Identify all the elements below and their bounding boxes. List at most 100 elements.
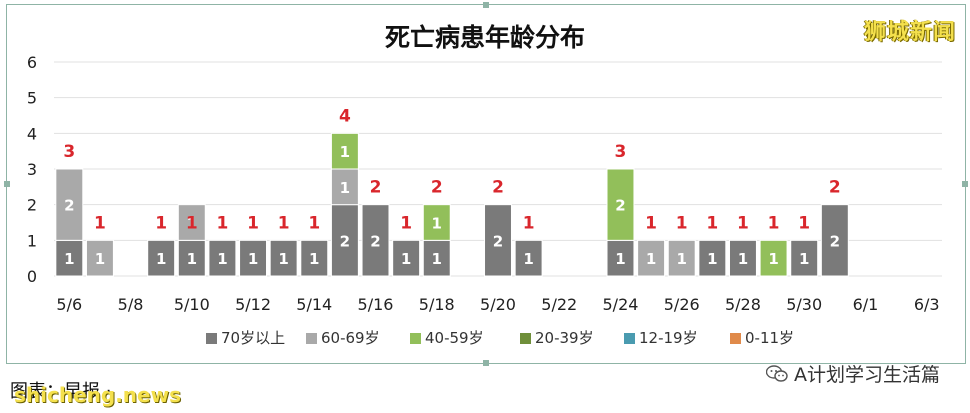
resize-handle-bottom[interactable] [483, 360, 489, 366]
bar-segment-label: 1 [401, 250, 411, 268]
bar-segment-label: 1 [340, 143, 350, 161]
resize-handle-top[interactable] [483, 2, 489, 8]
legend-swatch [730, 333, 741, 344]
bar-segment-label: 1 [432, 215, 442, 233]
y-tick-label: 5 [27, 89, 37, 108]
legend: 70岁以上 60-69岁 40-59岁 20-39岁 12-19岁 0-11岁 [206, 329, 794, 347]
x-tick-label: 5/18 [419, 295, 455, 314]
x-tick-label: 5/28 [725, 295, 761, 314]
bar-total-label: 2 [431, 178, 443, 198]
bar-segment-label: 1 [799, 250, 809, 268]
bar-segment [637, 239, 666, 277]
bar-total-label: 1 [676, 213, 688, 233]
legend-label: 60-69岁 [321, 329, 380, 347]
y-tick-label: 6 [27, 53, 37, 72]
bar-total-label: 1 [247, 213, 259, 233]
x-tick-label: 5/8 [118, 295, 144, 314]
bar-segment-label: 1 [156, 250, 166, 268]
bar-segment-label: 2 [64, 197, 74, 215]
x-tick-label: 5/10 [174, 295, 210, 314]
legend-swatch [410, 333, 421, 344]
bar-segment [422, 204, 451, 241]
bar-total-label: 1 [798, 213, 810, 233]
bar-segment [177, 204, 206, 241]
bar-segment-label: 2 [370, 232, 380, 250]
legend-swatch [306, 333, 317, 344]
x-tick-label: 5/14 [296, 295, 332, 314]
legend-label: 20-39岁 [535, 329, 594, 347]
bar-total-label: 1 [706, 213, 718, 233]
bar-segment [514, 239, 543, 277]
chart-frame [4, 2, 968, 366]
bar-segment [330, 132, 359, 170]
bar-segment [759, 239, 788, 277]
x-tick-label: 5/30 [786, 295, 822, 314]
legend-label: 70岁以上 [221, 329, 285, 347]
bar-segment [790, 239, 819, 277]
bar-total-label: 1 [216, 213, 228, 233]
legend-label: 12-19岁 [639, 329, 698, 347]
y-tick-label: 1 [27, 231, 37, 250]
bar-total-label: 3 [615, 142, 627, 162]
bar-total-label: 1 [155, 213, 167, 233]
bar-segment-label: 2 [493, 232, 503, 250]
bar-segment-label: 2 [615, 197, 625, 215]
chart-caption: 图表：早报 · [10, 381, 112, 402]
y-tick-label: 4 [27, 124, 37, 143]
bar-segment [147, 239, 176, 277]
bar-segment-label: 1 [646, 250, 656, 268]
bar-segment [300, 239, 329, 277]
bar-segment-label: 1 [187, 215, 197, 233]
chart-title: 死亡病患年龄分布 [385, 23, 585, 52]
bar-segment-label: 1 [278, 250, 288, 268]
bar-total-label: 1 [737, 213, 749, 233]
y-axis: 0 1 2 3 4 5 6 [27, 53, 37, 286]
wechat-account-name: A计划学习生活篇 [794, 364, 940, 386]
bar-total-label: 2 [829, 178, 841, 198]
bar-segment [177, 239, 206, 277]
bar-segment [728, 239, 757, 277]
bar-segment [484, 204, 512, 277]
resize-handle-right[interactable] [962, 181, 968, 187]
x-axis: 5/6 5/8 5/10 5/12 5/14 5/16 5/18 5/20 5/22 5/24 5/… [56, 295, 939, 314]
wechat-icon [766, 364, 788, 382]
bar-segment [85, 239, 114, 277]
bar-segment [667, 239, 696, 277]
bar-segment [698, 239, 727, 277]
bar-segment-label: 1 [615, 250, 625, 268]
bar-segment [55, 168, 84, 241]
bar-total-label: 1 [400, 213, 412, 233]
bar-segment-label: 1 [64, 250, 74, 268]
bar-total-label: 1 [768, 213, 780, 233]
resize-handle-left[interactable] [4, 181, 10, 187]
bar-segment [239, 239, 268, 277]
bar-total-label: 1 [308, 213, 320, 233]
bar-segment [606, 239, 635, 277]
bar-segment [606, 168, 635, 241]
x-tick-label: 5/12 [235, 295, 271, 314]
bar-segment-label: 1 [248, 250, 258, 268]
y-tick-label: 0 [27, 267, 37, 286]
x-tick-label: 6/3 [914, 295, 940, 314]
y-tick-label: 3 [27, 160, 37, 179]
legend-label: 0-11岁 [745, 329, 794, 347]
bar-segment-label: 1 [309, 250, 319, 268]
bar-total-label: 4 [339, 106, 351, 126]
bar-segment-label: 1 [95, 250, 105, 268]
x-tick-label: 5/22 [541, 295, 577, 314]
bar-segment-label: 1 [523, 250, 533, 268]
bar-segment-label: 1 [432, 250, 442, 268]
bar-segment-label: 1 [187, 250, 197, 268]
bar-segment-label: 1 [768, 250, 778, 268]
bar-segment-label: 2 [340, 232, 350, 250]
bar-segment [820, 204, 849, 277]
bar-segment-label: 1 [738, 250, 748, 268]
legend-swatch [520, 333, 531, 344]
bar-segment-label: 1 [707, 250, 717, 268]
x-tick-label: 5/20 [480, 295, 516, 314]
x-tick-label: 6/1 [853, 295, 879, 314]
bar-segment-label: 1 [217, 250, 227, 268]
brand-watermark: 狮城新闻 [863, 20, 956, 45]
legend-label: 40-59岁 [425, 329, 484, 347]
